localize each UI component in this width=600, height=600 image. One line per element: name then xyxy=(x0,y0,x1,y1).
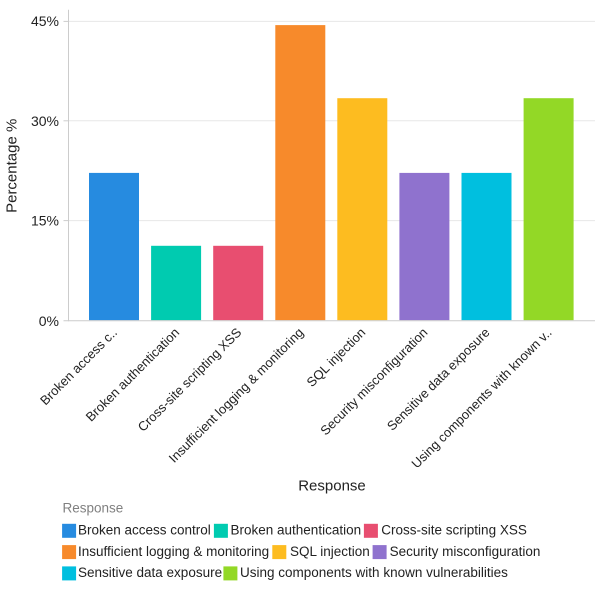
svg-text:Using components with known v.: Using components with known v.. xyxy=(408,325,554,471)
svg-text:SQL injection: SQL injection xyxy=(303,325,368,390)
svg-text:0%: 0% xyxy=(39,313,59,329)
svg-text:Cross-site scripting XSS: Cross-site scripting XSS xyxy=(381,523,527,538)
svg-text:Sensitive data exposure: Sensitive data exposure xyxy=(384,325,493,434)
svg-text:Security misconfiguration: Security misconfiguration xyxy=(390,544,541,559)
svg-text:Security misconfiguration: Security misconfiguration xyxy=(317,325,430,438)
svg-text:Response: Response xyxy=(298,478,366,495)
svg-text:Cross-site scripting XSS: Cross-site scripting XSS xyxy=(135,325,245,435)
svg-text:Broken authentication: Broken authentication xyxy=(231,523,362,538)
svg-text:Insufficient logging & monitor: Insufficient logging & monitoring xyxy=(166,325,307,466)
svg-text:Insufficient logging & monitor: Insufficient logging & monitoring xyxy=(78,544,269,559)
svg-text:Response: Response xyxy=(63,501,124,516)
svg-text:Broken access control: Broken access control xyxy=(78,523,211,538)
svg-text:Using components with known vu: Using components with known vulnerabilit… xyxy=(240,565,508,580)
svg-text:15%: 15% xyxy=(31,213,59,229)
svg-text:Sensitive data exposure: Sensitive data exposure xyxy=(78,565,222,580)
svg-text:SQL injection: SQL injection xyxy=(290,544,370,559)
svg-text:30%: 30% xyxy=(31,113,59,129)
svg-text:Percentage %: Percentage % xyxy=(4,119,21,213)
svg-text:45%: 45% xyxy=(31,13,59,29)
